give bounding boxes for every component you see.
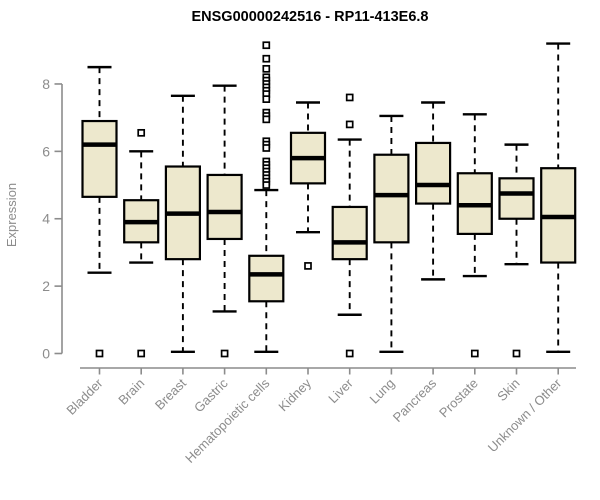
- y-tick-label: 4: [42, 211, 50, 227]
- outlier-point: [262, 115, 271, 124]
- outlier-point: [262, 41, 271, 50]
- y-tick-label: 6: [42, 143, 50, 159]
- boxplot-skin: [498, 143, 535, 358]
- iqr-box: [81, 119, 118, 198]
- boxplot-brain: [123, 128, 160, 358]
- boxplot-unknown-other: [540, 42, 577, 354]
- outlier-point: [262, 54, 271, 63]
- x-category-label-unknown-other: Unknown / Other: [485, 375, 565, 455]
- outlier-point: [345, 93, 354, 102]
- outlier-point: [345, 349, 354, 358]
- boxplot-hematopoietic-cells: [248, 41, 285, 354]
- boxes-layer: [81, 41, 577, 358]
- outlier-point: [262, 181, 271, 189]
- outlier-point: [220, 349, 229, 358]
- chart-title: ENSG00000242516 - RP11-413E6.8: [191, 9, 428, 25]
- outlier-point: [262, 95, 271, 103]
- x-category-label-skin: Skin: [494, 376, 522, 404]
- y-tick-label: 8: [42, 76, 50, 92]
- iqr-box: [415, 141, 452, 205]
- x-category-label-brain: Brain: [115, 376, 147, 408]
- x-category-label-liver: Liver: [325, 375, 356, 406]
- outlier-point: [345, 120, 354, 129]
- outlier-point: [262, 64, 271, 73]
- boxplot-lung: [373, 114, 410, 354]
- x-category-label-bladder: Bladder: [63, 375, 106, 418]
- outlier-point: [262, 144, 271, 152]
- iqr-box: [331, 205, 368, 261]
- boxplot-pancreas: [415, 101, 452, 281]
- y-tick-label: 2: [42, 278, 50, 294]
- outlier-point: [304, 262, 312, 270]
- boxplot-prostate: [456, 113, 493, 358]
- outlier-point: [512, 349, 521, 358]
- x-category-label-lung: Lung: [366, 376, 397, 407]
- iqr-box: [206, 173, 243, 241]
- boxplot-gastric: [206, 84, 243, 358]
- y-tick-label: 0: [42, 346, 50, 362]
- x-category-label-pancreas: Pancreas: [390, 375, 440, 425]
- x-category-label-prostate: Prostate: [436, 376, 481, 421]
- y-axis-label: Expression: [4, 183, 19, 247]
- x-category-label-gastric: Gastric: [191, 375, 231, 415]
- boxplot-breast: [164, 94, 201, 354]
- outlier-point: [137, 349, 146, 358]
- outlier-point: [95, 349, 104, 358]
- iqr-box: [373, 153, 410, 244]
- outlier-point: [470, 349, 479, 358]
- outlier-point: [137, 128, 146, 137]
- x-category-label-breast: Breast: [152, 375, 189, 412]
- x-category-label-kidney: Kidney: [275, 375, 314, 414]
- iqr-box: [498, 177, 535, 220]
- iqr-box: [248, 254, 285, 303]
- boxplot-kidney: [289, 101, 327, 270]
- boxplot-bladder: [81, 65, 118, 358]
- boxplot-liver: [331, 93, 368, 358]
